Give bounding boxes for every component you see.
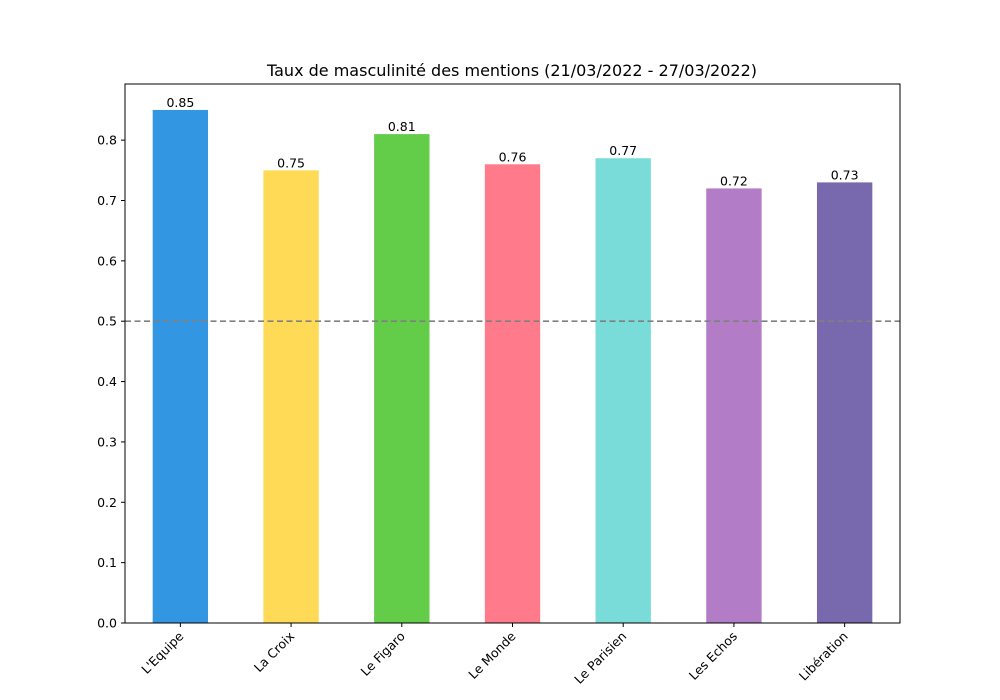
data-label-0: 0.85 [166, 95, 194, 110]
x-tick-label-1: La Croix [251, 629, 297, 675]
data-label-2: 0.81 [388, 119, 416, 134]
data-label-1: 0.75 [277, 155, 305, 170]
data-label-4: 0.77 [609, 143, 637, 158]
data-label-3: 0.76 [499, 149, 527, 164]
y-tick-label-1: 0.1 [97, 555, 117, 570]
y-tick-label-5: 0.5 [97, 314, 117, 329]
y-tick-label-0: 0.0 [97, 616, 117, 631]
plot-area: 0.85 0.75 0.81 0.76 0.77 0.72 0.73 0.0 0.1 0.2 0.3… [97, 83, 901, 687]
bar-6 [816, 182, 873, 623]
y-tick-label-6: 0.6 [97, 253, 117, 268]
x-tick-label-0: L'Equipe [138, 628, 186, 676]
y-tick-label-3: 0.3 [97, 434, 117, 449]
y-tick-label-4: 0.4 [97, 374, 117, 389]
y-tick-label-8: 0.8 [97, 133, 117, 148]
bar-0 [152, 109, 209, 623]
bar-3 [484, 164, 541, 623]
bar-4 [595, 158, 651, 624]
bar-1 [263, 170, 319, 623]
data-label-6: 0.73 [831, 167, 859, 182]
bar-2 [374, 134, 430, 623]
chart-title: Taux de masculinité des mentions (21/03/… [266, 61, 757, 80]
bar-5 [706, 188, 762, 624]
x-tick-label-6: Libération [796, 629, 851, 684]
x-tick-label-3: Le Monde [465, 628, 519, 682]
y-tick-label-7: 0.7 [97, 193, 117, 208]
x-tick-label-5: Les Echos [686, 629, 740, 683]
data-label-5: 0.72 [720, 173, 748, 188]
x-tick-label-4: Le Parisien [571, 629, 629, 687]
y-tick-label-2: 0.2 [97, 495, 117, 510]
x-tick-label-2: Le Figaro [358, 629, 408, 679]
